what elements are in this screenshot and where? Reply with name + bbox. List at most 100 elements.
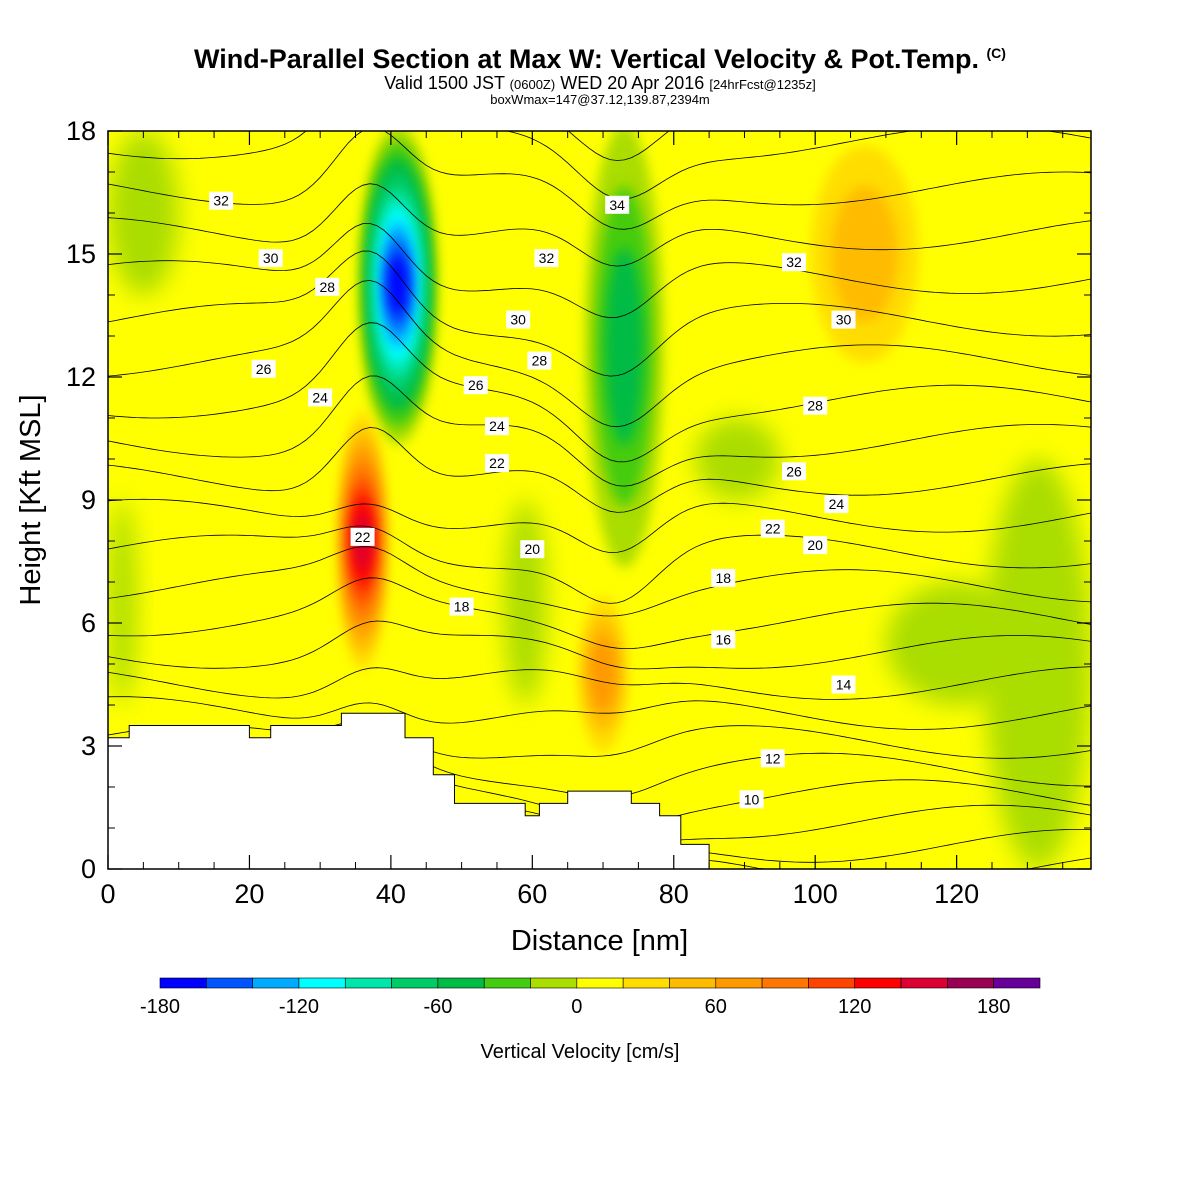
colorbar-tick-label: 0 bbox=[571, 996, 582, 1018]
downdraft-core bbox=[584, 131, 664, 568]
colorbar-swatch bbox=[206, 977, 253, 989]
theta-label: 30 bbox=[258, 249, 283, 268]
terrain bbox=[108, 712, 710, 869]
svg-text:24: 24 bbox=[312, 390, 328, 406]
theta-contour bbox=[108, 427, 1091, 513]
svg-text:22: 22 bbox=[489, 455, 505, 471]
colorbar-label: Vertical Velocity [cm/s] bbox=[481, 1041, 680, 1063]
colorbar-swatch bbox=[391, 977, 439, 989]
svg-text:10: 10 bbox=[744, 791, 760, 807]
weak-sink-region bbox=[108, 131, 179, 295]
svg-text:28: 28 bbox=[807, 398, 823, 414]
y-tick-label: 12 bbox=[66, 362, 96, 392]
theta-contour bbox=[108, 375, 1091, 487]
colorbar-tick-label: -180 bbox=[140, 996, 180, 1018]
weak-sink-region bbox=[108, 500, 137, 705]
weak-sink-region bbox=[694, 418, 780, 500]
y-tick-label: 15 bbox=[66, 239, 96, 269]
x-axis: 0 20 40 60 80 100 120 bbox=[100, 131, 1064, 909]
colorbar-swatch bbox=[669, 977, 717, 989]
colorbar-swatch bbox=[622, 977, 670, 989]
svg-text:30: 30 bbox=[263, 250, 279, 266]
colorbar-swatch bbox=[715, 977, 763, 989]
theta-contour bbox=[108, 666, 1091, 700]
x-tick-label: 100 bbox=[793, 879, 838, 909]
theta-contour bbox=[108, 131, 1091, 230]
theta-label: 30 bbox=[831, 310, 856, 329]
x-axis-label: Distance [nm] bbox=[511, 925, 688, 957]
weak-sink-region bbox=[984, 459, 1091, 869]
y-axis-label: Height [Kft MSL] bbox=[15, 394, 47, 605]
colorbar-swatch bbox=[854, 977, 902, 989]
x-tick-label: 20 bbox=[234, 879, 264, 909]
theta-label: 18 bbox=[711, 568, 736, 587]
theta-label: 30 bbox=[506, 310, 531, 329]
colorbar-swatch bbox=[298, 977, 346, 989]
theta-contour bbox=[108, 322, 1091, 463]
theta-contour bbox=[108, 183, 1091, 267]
x-tick-label: 0 bbox=[100, 879, 115, 909]
theta-label: 22 bbox=[484, 454, 509, 473]
colorbar-swatch bbox=[530, 977, 578, 989]
theta-label: 28 bbox=[527, 351, 552, 370]
svg-text:22: 22 bbox=[355, 529, 371, 545]
svg-text:28: 28 bbox=[532, 353, 548, 369]
theta-label: 10 bbox=[739, 790, 764, 809]
x-tick-label: 40 bbox=[376, 879, 406, 909]
theta-contour bbox=[108, 131, 1091, 200]
y-tick-label: 9 bbox=[81, 485, 96, 515]
svg-text:30: 30 bbox=[836, 312, 852, 328]
x-tick-label: 60 bbox=[517, 879, 547, 909]
y-tick-label: 0 bbox=[81, 854, 96, 884]
colorbar-swatch bbox=[808, 977, 856, 989]
theta-label: 22 bbox=[760, 519, 785, 538]
theta-label: 24 bbox=[824, 495, 849, 514]
svg-text:24: 24 bbox=[489, 418, 505, 434]
svg-text:26: 26 bbox=[786, 463, 802, 479]
theta-contour bbox=[108, 250, 1091, 377]
theta-label: 32 bbox=[534, 249, 559, 268]
theta-label: 32 bbox=[781, 253, 806, 272]
colorbar-swatch bbox=[344, 977, 392, 989]
theta-label: 18 bbox=[449, 597, 474, 616]
theta-label: 28 bbox=[315, 277, 340, 296]
theta-contour bbox=[108, 525, 1091, 604]
theta-contour bbox=[108, 696, 1091, 730]
colorbar-swatch bbox=[483, 977, 531, 989]
theta-label: 32 bbox=[209, 191, 234, 210]
theta-label: 20 bbox=[520, 540, 545, 559]
svg-text:24: 24 bbox=[829, 496, 845, 512]
theta-label: 26 bbox=[781, 462, 806, 481]
theta-label: 12 bbox=[760, 749, 785, 768]
y-axis: 0 3 6 9 12 15 18 bbox=[66, 116, 1091, 884]
svg-text:20: 20 bbox=[807, 537, 823, 553]
weak-sink-region bbox=[504, 500, 547, 705]
colorbar-tick-label: 60 bbox=[705, 996, 727, 1018]
colorbar-swatch bbox=[252, 977, 300, 989]
theta-label: 28 bbox=[803, 396, 828, 415]
colorbar-swatch bbox=[900, 977, 948, 989]
colorbar-swatch bbox=[947, 977, 994, 989]
theta-contour bbox=[108, 279, 1091, 428]
svg-text:30: 30 bbox=[510, 312, 526, 328]
colorbar: -180 -120 -60 0 60 120 180 Vertical Velocity [c… bbox=[140, 977, 1041, 1063]
theta-label: 26 bbox=[463, 376, 488, 395]
box-wmax-info: boxWmax=147@37.12,139.87,2394m bbox=[490, 92, 710, 107]
svg-text:12: 12 bbox=[765, 750, 781, 766]
theta-label: 14 bbox=[831, 675, 856, 694]
colorbar-swatch bbox=[159, 977, 207, 989]
theta-label: 26 bbox=[251, 359, 276, 378]
colorbar-swatch bbox=[437, 977, 485, 989]
svg-text:20: 20 bbox=[525, 541, 541, 557]
svg-text:16: 16 bbox=[715, 631, 731, 647]
x-tick-label: 120 bbox=[934, 879, 979, 909]
svg-text:14: 14 bbox=[836, 677, 852, 693]
valid-time: Valid 1500 JST (0600Z) WED 20 Apr 2016 [… bbox=[384, 73, 816, 93]
svg-text:32: 32 bbox=[786, 254, 802, 270]
downdraft-core bbox=[358, 131, 438, 445]
svg-text:18: 18 bbox=[715, 570, 731, 586]
svg-text:26: 26 bbox=[256, 361, 272, 377]
svg-text:22: 22 bbox=[765, 521, 781, 537]
svg-text:32: 32 bbox=[213, 193, 229, 209]
